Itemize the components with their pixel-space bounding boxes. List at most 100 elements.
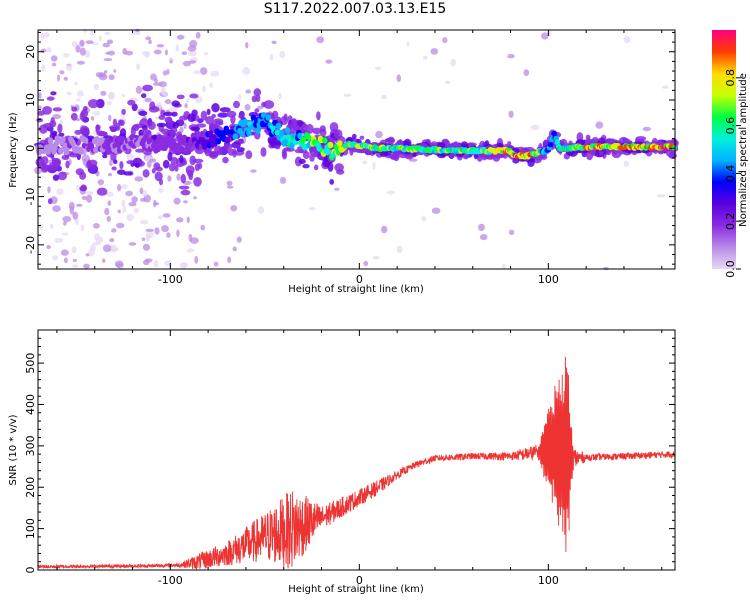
noise-blob: [316, 36, 325, 44]
noise-blob: [128, 242, 137, 246]
ridge-cell: [199, 130, 206, 138]
ridge-cell: [300, 136, 307, 144]
noise-blob: [188, 60, 197, 64]
noise-blob: [186, 216, 190, 224]
noise-blob: [92, 242, 101, 246]
noise-blob: [381, 225, 388, 234]
noise-blob: [145, 36, 152, 41]
noise-blob: [63, 257, 68, 264]
noise-blob: [108, 114, 112, 122]
y-tick-label: 20: [24, 45, 37, 59]
spectrogram-frame: [37, 29, 676, 270]
violet-blob: [507, 141, 512, 146]
noise-blob: [271, 40, 277, 45]
colorbar-axes: 0.0 0.2 0.4 0.6 0.8: [724, 69, 741, 278]
noise-blob: [181, 51, 188, 55]
noise-blob: [75, 44, 81, 53]
colorbar-gradient: [712, 30, 736, 269]
noise-blob: [479, 234, 488, 241]
noise-blob: [242, 67, 251, 75]
noise-blob: [396, 74, 402, 82]
ridge-cell: [47, 137, 54, 144]
noise-blob: [63, 53, 70, 58]
noise-blob: [226, 185, 234, 189]
violet-blob: [47, 198, 53, 205]
ridge-cell: [70, 140, 76, 147]
noise-blob: [126, 153, 134, 161]
noise-blob: [421, 216, 427, 222]
noise-blob: [642, 126, 652, 132]
noise-blob: [176, 229, 180, 238]
violet-blob: [282, 150, 287, 160]
violet-blob: [309, 154, 315, 162]
noise-blob: [661, 85, 669, 89]
noise-blob: [431, 207, 441, 214]
violet-blob: [46, 96, 55, 101]
violet-blob: [194, 163, 200, 172]
noise-blob: [202, 85, 207, 93]
noise-blob: [108, 74, 115, 81]
violet-blob: [176, 94, 185, 100]
noise-blob: [136, 63, 141, 70]
x-tick-label: 100: [538, 574, 559, 587]
noise-blob: [128, 201, 137, 207]
violet-blob: [327, 161, 334, 172]
violet-blob: [217, 112, 229, 118]
noise-blob: [106, 215, 111, 222]
violet-blob: [102, 154, 108, 159]
ridge-cell: [78, 148, 84, 155]
ridge-cell: [336, 140, 343, 147]
violet-blob: [57, 123, 63, 134]
noise-blob: [98, 35, 103, 42]
noise-blob: [74, 218, 79, 226]
violet-blob: [168, 163, 176, 172]
spectrogram-x-axis-label: Height of straight line (km): [288, 284, 424, 295]
violet-blob: [141, 93, 147, 99]
noise-blob: [408, 158, 418, 162]
noise-blob: [149, 158, 157, 163]
noise-blob: [76, 98, 81, 102]
noise-blob: [108, 172, 112, 177]
colorbar-tick-label: 0.8: [724, 69, 737, 87]
noise-blob: [91, 42, 99, 46]
ridge-cell: [119, 135, 125, 142]
noise-blob: [46, 244, 51, 250]
violet-blob: [213, 118, 224, 124]
noise-blob: [656, 194, 666, 198]
noise-blob: [52, 113, 61, 120]
noise-blob: [59, 70, 65, 75]
noise-blob: [121, 93, 126, 97]
noise-blob: [374, 66, 382, 70]
violet-blob: [329, 179, 335, 185]
ridge-cell: [553, 135, 560, 141]
violet-blob: [70, 112, 78, 121]
noise-blob: [179, 262, 188, 269]
ridge-cell: [297, 132, 303, 139]
violet-blob: [171, 111, 178, 117]
spectrogram-y-axis-label: Frequency (Hz): [8, 112, 19, 188]
noise-blob: [41, 64, 46, 72]
violet-blob: [232, 148, 237, 158]
violet-blob: [276, 116, 282, 123]
violet-blob: [187, 113, 196, 122]
noise-blob: [71, 264, 79, 268]
noise-blob: [210, 70, 220, 77]
violet-blob: [219, 107, 231, 113]
violet-blob: [50, 91, 57, 96]
snr-y-axis-label: SNR (10 * v/v): [8, 414, 19, 485]
noise-blob: [209, 82, 214, 88]
noise-blob: [278, 92, 282, 100]
violet-blob: [253, 88, 262, 97]
y-tick-label: 400: [24, 394, 37, 415]
violet-blob: [359, 135, 365, 140]
noise-blob: [85, 191, 94, 196]
noise-blob: [107, 50, 115, 56]
noise-blob: [54, 238, 64, 243]
noise-blob: [109, 238, 115, 243]
violet-blob: [163, 111, 174, 117]
noise-blob: [135, 85, 142, 94]
ridge-cell: [242, 118, 249, 126]
ridge-cell: [322, 137, 328, 144]
noise-blob: [104, 207, 110, 216]
